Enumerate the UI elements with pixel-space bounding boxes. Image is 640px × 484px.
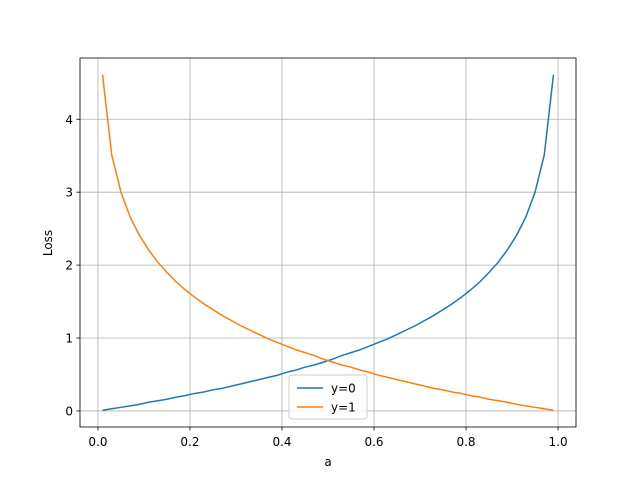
x-tick-label: 0.0 — [88, 435, 107, 449]
x-tick-label: 0.6 — [364, 435, 383, 449]
legend-label: y=0 — [331, 382, 356, 396]
y-tick-label: 0 — [65, 404, 73, 418]
legend-box — [288, 374, 368, 420]
y-tick-label: 4 — [65, 113, 73, 127]
x-tick-label: 0.4 — [272, 435, 291, 449]
x-tick-label: 0.8 — [456, 435, 475, 449]
axes-frame — [79, 57, 577, 428]
y-tick-label: 3 — [65, 186, 73, 200]
y-tick-label: 1 — [65, 332, 73, 346]
x-axis-label: a — [324, 455, 331, 469]
legend-label: y=1 — [331, 401, 356, 415]
y-axis-label: Loss — [41, 230, 55, 256]
x-tick-label: 1.0 — [549, 435, 568, 449]
legend: y=0y=1 — [288, 374, 368, 420]
line-series — [101, 74, 554, 411]
y-tick-label: 2 — [65, 259, 73, 273]
x-tick-label: 0.2 — [180, 435, 199, 449]
